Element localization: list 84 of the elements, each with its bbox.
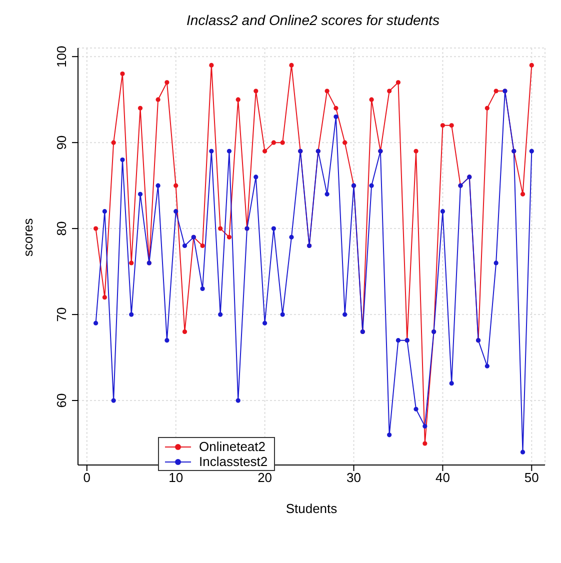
point — [289, 62, 294, 68]
point — [156, 97, 160, 102]
point — [174, 183, 178, 188]
legend-label: Inclasstest2 — [199, 454, 268, 469]
point — [449, 381, 454, 386]
point — [182, 329, 188, 334]
legend-label: Onlineteat2 — [199, 439, 266, 454]
point — [200, 243, 205, 248]
point — [111, 140, 116, 145]
x-tick-label: 20 — [258, 470, 272, 486]
point — [324, 88, 330, 94]
point — [156, 183, 160, 188]
point — [209, 62, 214, 68]
x-axis-title: Students — [286, 501, 338, 516]
point — [93, 320, 98, 326]
point — [209, 148, 214, 154]
point — [342, 140, 348, 145]
point — [218, 226, 223, 231]
point — [422, 441, 428, 446]
point — [164, 338, 170, 343]
point — [484, 364, 490, 368]
y-tick-label: 80 — [54, 221, 69, 236]
point — [174, 209, 178, 214]
point — [387, 432, 392, 438]
point — [369, 183, 374, 188]
point — [440, 123, 446, 128]
point — [520, 450, 526, 454]
y-tick-label: 100 — [54, 46, 69, 68]
point — [387, 88, 392, 94]
point — [218, 312, 223, 317]
point — [226, 234, 232, 240]
x-tick-label: 40 — [435, 470, 450, 486]
point — [494, 260, 498, 266]
x-tick-label: 10 — [168, 470, 184, 486]
point — [236, 398, 240, 403]
point — [271, 140, 276, 145]
y-tick-label: 90 — [54, 135, 69, 150]
point — [102, 209, 107, 214]
point — [120, 157, 125, 162]
point — [484, 106, 490, 110]
point — [129, 312, 134, 317]
point — [520, 192, 526, 196]
y-axis-title: scores — [20, 218, 36, 256]
point — [280, 140, 285, 145]
x-tick-label: 0 — [83, 470, 91, 486]
point — [138, 192, 143, 196]
y-tick-label: 70 — [54, 307, 69, 322]
point — [236, 97, 240, 102]
point — [494, 88, 498, 94]
point — [102, 295, 107, 300]
point — [449, 123, 454, 128]
point — [369, 97, 374, 102]
point — [254, 174, 258, 180]
point — [414, 406, 418, 412]
point — [111, 398, 116, 403]
point — [200, 286, 205, 292]
point — [138, 106, 143, 110]
point — [342, 312, 348, 317]
point — [93, 226, 98, 231]
point — [440, 209, 446, 214]
point — [422, 424, 428, 429]
point — [529, 148, 534, 154]
y-tick-label: 60 — [54, 393, 69, 408]
chart-title: Inclass2 and Online2 scores for students — [186, 12, 440, 28]
point — [289, 234, 294, 240]
x-tick-label: 30 — [346, 470, 361, 486]
point — [254, 88, 258, 94]
point — [324, 192, 330, 196]
point — [271, 226, 276, 231]
point — [262, 320, 268, 326]
point — [182, 243, 188, 248]
point — [529, 62, 534, 68]
point — [164, 80, 170, 85]
point — [129, 260, 134, 266]
point — [414, 148, 418, 154]
point — [120, 71, 125, 76]
point — [226, 148, 232, 154]
x-tick-label: 50 — [524, 470, 539, 486]
point — [262, 148, 268, 154]
point — [396, 338, 401, 343]
point — [396, 80, 401, 85]
point — [334, 114, 338, 120]
point — [334, 106, 338, 110]
point — [280, 312, 285, 317]
